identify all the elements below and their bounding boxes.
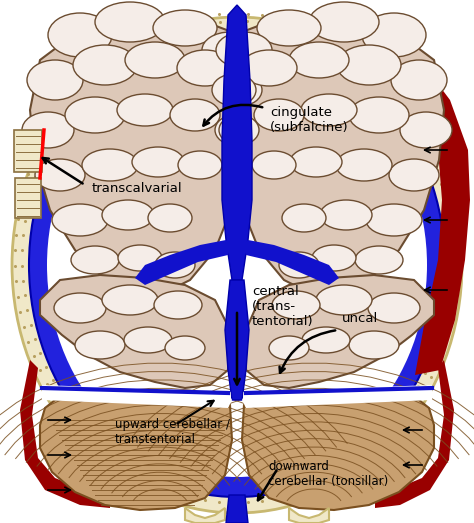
Polygon shape — [40, 275, 230, 388]
Ellipse shape — [349, 331, 399, 359]
Text: uncal: uncal — [342, 312, 378, 324]
Ellipse shape — [73, 45, 137, 85]
Ellipse shape — [178, 151, 222, 179]
Ellipse shape — [279, 252, 319, 278]
Ellipse shape — [254, 99, 304, 131]
Ellipse shape — [148, 204, 192, 232]
Ellipse shape — [241, 50, 297, 86]
Polygon shape — [289, 508, 329, 523]
Ellipse shape — [132, 147, 184, 177]
Polygon shape — [405, 60, 470, 375]
Ellipse shape — [301, 94, 357, 126]
Text: cingulate
(subfalcine): cingulate (subfalcine) — [270, 106, 348, 134]
Ellipse shape — [282, 204, 326, 232]
Text: upward cerebellar /
transtentorial: upward cerebellar / transtentorial — [115, 418, 230, 446]
Polygon shape — [185, 508, 225, 523]
Ellipse shape — [177, 50, 233, 86]
Ellipse shape — [117, 94, 173, 126]
Polygon shape — [242, 385, 432, 408]
Ellipse shape — [202, 32, 258, 68]
Polygon shape — [375, 360, 454, 508]
Polygon shape — [42, 385, 232, 408]
Polygon shape — [246, 275, 434, 388]
Ellipse shape — [65, 97, 125, 133]
Ellipse shape — [391, 60, 447, 100]
Ellipse shape — [316, 285, 372, 315]
Polygon shape — [242, 240, 339, 285]
Polygon shape — [225, 280, 249, 400]
Ellipse shape — [47, 53, 427, 477]
Ellipse shape — [257, 10, 321, 46]
Polygon shape — [242, 393, 434, 510]
Ellipse shape — [389, 159, 439, 191]
Polygon shape — [14, 130, 42, 172]
Ellipse shape — [95, 2, 165, 42]
Polygon shape — [224, 15, 444, 295]
Ellipse shape — [216, 32, 272, 68]
Ellipse shape — [52, 204, 108, 236]
Ellipse shape — [312, 245, 356, 271]
Ellipse shape — [75, 331, 125, 359]
Ellipse shape — [400, 112, 452, 148]
Ellipse shape — [252, 151, 296, 179]
Ellipse shape — [71, 246, 119, 274]
Ellipse shape — [309, 2, 379, 42]
Text: transcalvarial: transcalvarial — [92, 181, 182, 195]
Ellipse shape — [215, 115, 255, 145]
Ellipse shape — [102, 285, 158, 315]
Ellipse shape — [12, 17, 462, 513]
Ellipse shape — [124, 327, 172, 353]
Ellipse shape — [355, 246, 403, 274]
Ellipse shape — [320, 200, 372, 230]
Ellipse shape — [29, 33, 445, 497]
Polygon shape — [226, 495, 248, 523]
Ellipse shape — [154, 291, 202, 319]
Text: downward
cerebellar (tonsillar): downward cerebellar (tonsillar) — [268, 460, 388, 488]
Ellipse shape — [155, 252, 195, 278]
Ellipse shape — [269, 336, 309, 360]
Ellipse shape — [368, 293, 420, 323]
Ellipse shape — [27, 60, 83, 100]
Ellipse shape — [290, 147, 342, 177]
Ellipse shape — [218, 74, 262, 106]
Ellipse shape — [219, 115, 259, 145]
Polygon shape — [30, 15, 250, 295]
Ellipse shape — [48, 13, 112, 57]
Ellipse shape — [289, 42, 349, 78]
Ellipse shape — [165, 336, 205, 360]
Ellipse shape — [349, 97, 409, 133]
Polygon shape — [15, 178, 41, 218]
Ellipse shape — [336, 149, 392, 181]
Ellipse shape — [54, 293, 106, 323]
Ellipse shape — [118, 245, 162, 271]
Ellipse shape — [366, 204, 422, 236]
Ellipse shape — [125, 42, 185, 78]
Ellipse shape — [35, 159, 85, 191]
Ellipse shape — [212, 74, 256, 106]
Ellipse shape — [337, 45, 401, 85]
Ellipse shape — [302, 327, 350, 353]
Polygon shape — [40, 393, 232, 510]
Ellipse shape — [102, 200, 154, 230]
Ellipse shape — [22, 112, 74, 148]
Polygon shape — [222, 5, 252, 280]
Polygon shape — [135, 240, 232, 285]
Text: central
(trans-
tentorial): central (trans- tentorial) — [252, 285, 314, 328]
Polygon shape — [20, 360, 110, 508]
Ellipse shape — [153, 10, 217, 46]
Ellipse shape — [170, 99, 220, 131]
Ellipse shape — [82, 149, 138, 181]
Ellipse shape — [272, 291, 320, 319]
Ellipse shape — [362, 13, 426, 57]
